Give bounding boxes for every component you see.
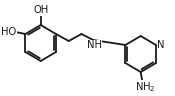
Text: OH: OH (33, 5, 48, 15)
Text: N: N (157, 40, 165, 50)
Text: NH$_2$: NH$_2$ (135, 80, 156, 94)
Text: HO: HO (1, 27, 16, 37)
Text: NH: NH (87, 40, 102, 50)
